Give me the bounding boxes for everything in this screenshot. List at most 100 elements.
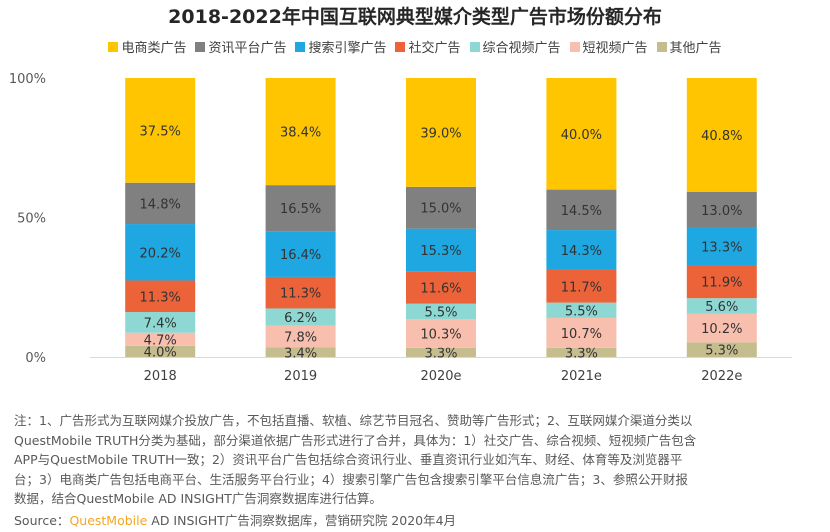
bar-segment (406, 319, 476, 348)
legend-label: 资讯平台广告 (208, 41, 287, 56)
data-label: 10.3% (420, 327, 461, 342)
data-label: 40.0% (561, 128, 602, 143)
bar-segment (265, 231, 336, 277)
bar-segment (125, 345, 196, 357)
stacked-bar-chart: 0% 50% 100% 4.0%4.7% 7.4% 11.3% 20.2% 14.8% 37.5… (9, 72, 792, 384)
source-brand: QuestMobile (69, 513, 148, 528)
data-label: 11.7% (561, 280, 602, 295)
chart-title: 2018-2022年中国互联网典型媒介类型广告市场份额分布 (168, 6, 662, 28)
legend-item: 电商类广告 (108, 37, 186, 56)
bar-segment (406, 271, 476, 304)
bar-segment (686, 342, 757, 357)
y-tick-label: 50% (17, 212, 46, 227)
bar-segment (125, 78, 196, 183)
legend-swatch (195, 41, 206, 52)
legend-swatch (395, 41, 406, 52)
bar-segment (406, 347, 476, 357)
data-label: 39.0% (420, 126, 461, 141)
bar-segment (265, 325, 336, 348)
note-line: 台；3）电商类广告包括电商平台、生活服务平台行业；4）搜索引擎广告包含搜索引擎平… (14, 471, 688, 487)
data-label: 38.4% (280, 126, 321, 141)
legend-item: 短视频广告 (569, 37, 648, 56)
x-tick-label: 2021e (561, 369, 602, 384)
x-tick-label: 2022e (701, 369, 742, 384)
legend-item: 资讯平台广告 (195, 37, 286, 56)
bar-segment (125, 182, 196, 225)
data-label: 11.3% (140, 290, 181, 305)
note-line: 注：1、广告形式为互联网媒介投放广告，不包括直播、软植、综艺节目冠名、赞助等广告… (14, 413, 693, 428)
bar-segment (546, 302, 617, 318)
bar-segment (125, 312, 196, 333)
bar-segment (265, 347, 336, 357)
bar-segment (406, 78, 476, 187)
bar-segment (265, 185, 336, 232)
bar-segment (546, 317, 617, 348)
legend-swatch (108, 41, 119, 52)
data-label: 7.4% (144, 316, 177, 331)
bar-segment (686, 227, 757, 266)
bar-segment (546, 189, 617, 231)
data-label: 14.8% (140, 197, 181, 212)
data-label: 11.3% (280, 287, 321, 302)
x-tick-label: 2019 (284, 369, 317, 384)
bar-segment (265, 78, 336, 186)
notes: 注：1、广告形式为互联网媒介投放广告，不包括直播、软植、综艺节目冠名、赞助等广告… (14, 411, 696, 509)
data-label: 11.6% (420, 282, 461, 297)
source-text: AD INSIGHT广告洞察数据库，营销研究院 2020年4月 (147, 513, 457, 528)
bar-segment (686, 78, 757, 192)
data-label: 6.2% (284, 311, 317, 326)
legend-label: 短视频广告 (582, 41, 648, 56)
data-label: 11.9% (701, 276, 742, 291)
x-tick-label: 2020e (420, 369, 461, 384)
legend-swatch (469, 41, 480, 52)
note-line: APP与QuestMobile TRUTH一致；2）资讯平台广告包括综合资讯行业… (14, 452, 683, 468)
legend-swatch (569, 41, 580, 52)
y-tick-label: 100% (9, 72, 46, 87)
legend-item: 社交广告 (395, 37, 461, 56)
bar-segment (125, 224, 196, 281)
note-line: QuestMobile TRUTH分类为基础，部分渠道依据广告形式进行了合并，具… (14, 432, 697, 448)
data-label: 10.7% (561, 327, 602, 342)
legend-item: 综合视频广告 (469, 37, 561, 56)
legend-label: 综合视频广告 (482, 41, 561, 56)
bar-segment (125, 332, 196, 346)
bar-segment (686, 191, 757, 228)
legend-label: 搜索引擎广告 (308, 41, 387, 56)
legend-item: 搜索引擎广告 (295, 37, 386, 56)
legend-swatch (656, 41, 667, 52)
note-line: 数据，结合QuestMobile AD INSIGHT广告洞察数据库进行估算。 (14, 491, 382, 507)
legend-label: 其他广告 (669, 41, 722, 56)
data-label: 3.4% (284, 346, 317, 361)
data-label: 40.8% (701, 129, 742, 144)
data-label: 13.3% (701, 240, 742, 255)
data-label: 16.4% (280, 248, 321, 263)
data-label: 4.7% (144, 333, 177, 348)
bar-segment (406, 186, 476, 229)
data-label: 5.5% (424, 305, 457, 320)
data-label: 14.3% (561, 244, 602, 259)
data-label: 4.0% (144, 345, 177, 360)
data-label: 5.3% (705, 344, 738, 359)
data-label: 10.2% (701, 322, 742, 337)
y-tick-label: 0% (25, 351, 46, 366)
legend: 电商类广告 资讯平台广告 搜索引擎广告 社交广告 综合视频广告 短视频广告 其他广告 (0, 37, 830, 56)
bar-segment (546, 230, 617, 270)
legend-label: 社交广告 (408, 41, 461, 56)
data-label: 3.3% (565, 346, 598, 361)
bar-segment (686, 313, 757, 343)
data-label: 20.2% (140, 246, 181, 261)
bar-segment (686, 265, 757, 299)
legend-label: 电商类广告 (121, 41, 187, 56)
data-label: 13.0% (701, 204, 742, 219)
data-label: 3.3% (424, 346, 457, 361)
x-tick-label: 2018 (144, 369, 177, 384)
data-label: 16.5% (280, 202, 321, 217)
data-label: 15.0% (420, 202, 461, 217)
bar-segment (265, 308, 336, 326)
bar-segment (265, 276, 336, 309)
bar-segment (125, 280, 196, 313)
bar-segment (546, 78, 617, 190)
data-label: 5.5% (565, 304, 598, 319)
bar-segment (546, 347, 617, 357)
